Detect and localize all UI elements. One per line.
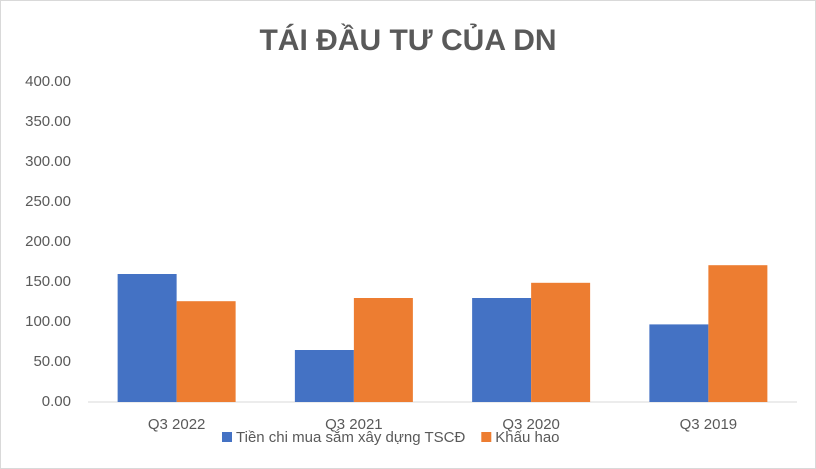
x-tick-label: Q3 2022 — [148, 416, 206, 433]
legend-swatch — [481, 432, 492, 442]
x-tick-label: Q3 2021 — [325, 416, 383, 433]
bar — [353, 298, 413, 402]
y-tick-label: 200.00 — [25, 233, 71, 250]
bar — [472, 298, 532, 402]
bar — [176, 301, 236, 402]
x-tick-label: Q3 2019 — [680, 416, 738, 433]
legend-swatch — [222, 432, 232, 442]
y-tick-label: 100.00 — [25, 313, 71, 330]
legend-label: Khấu hao — [495, 429, 559, 446]
bar — [531, 282, 591, 402]
y-tick-label: 150.00 — [25, 273, 71, 290]
x-tick-label: Q3 2020 — [502, 416, 560, 433]
y-tick-label: 400.00 — [25, 73, 71, 90]
bar — [649, 324, 709, 402]
y-tick-label: 350.00 — [25, 113, 71, 130]
y-tick-label: 300.00 — [25, 153, 71, 170]
chart-title: TÁI ĐẦU TƯ CỦA DN — [259, 23, 556, 57]
bar — [708, 265, 768, 402]
bar — [117, 274, 177, 402]
bar — [294, 350, 354, 402]
y-tick-label: 250.00 — [25, 193, 71, 210]
y-tick-label: 0.00 — [42, 393, 71, 410]
legend-label: Tiền chi mua sắm xây dựng TSCĐ — [236, 429, 465, 446]
y-tick-label: 50.00 — [33, 353, 71, 370]
